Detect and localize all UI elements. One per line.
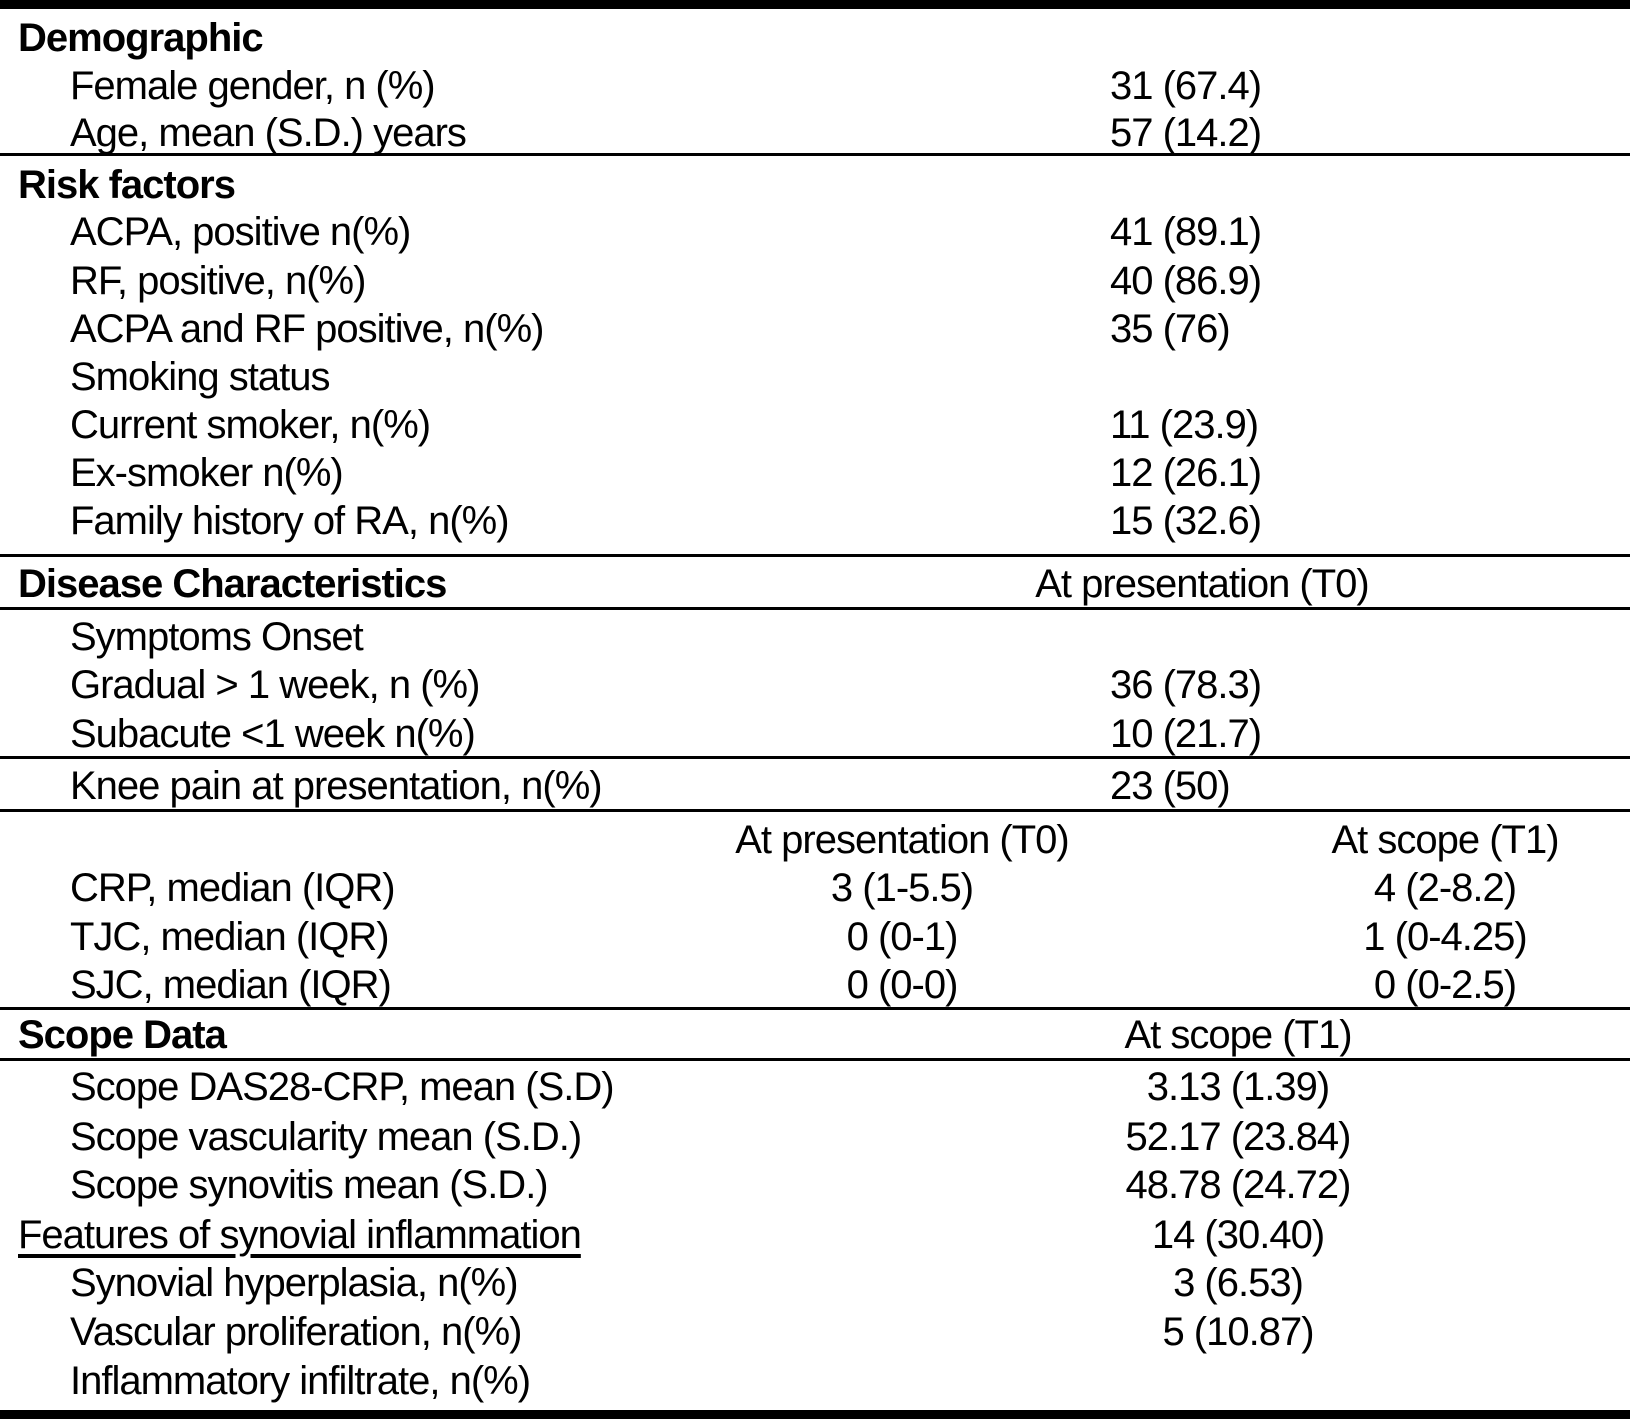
row-label: CRP, median (IQR) <box>70 866 396 910</box>
table-row: RF, positive, n(%) 40 (86.9) <box>0 257 1630 305</box>
row-value-t0: 3 (1-5.5) <box>830 866 974 910</box>
column-header-t0: At presentation (T0) <box>735 818 1069 862</box>
table-row: Female gender, n (%) 31 (67.4) <box>0 62 1630 110</box>
row-label: Smoking status <box>70 355 330 399</box>
column-header-t0: At presentation (T0) <box>1035 562 1369 606</box>
section-header-scope-data: Scope Data At scope (T1) <box>0 1011 1630 1059</box>
row-label: Family history of RA, n(%) <box>70 499 510 543</box>
section-divider <box>0 1007 1630 1010</box>
row-label: RF, positive, n(%) <box>70 259 366 303</box>
row-value: 10 (21.7) <box>1110 712 1262 756</box>
row-value: 48.78 (24.72) <box>1125 1163 1352 1207</box>
table-row: Ex-smoker n(%) 12 (26.1) <box>0 449 1630 497</box>
row-value: 23 (50) <box>1110 764 1231 808</box>
column-header-t1: At scope (T1) <box>1124 1013 1352 1057</box>
section-title: Scope Data <box>18 1013 227 1057</box>
row-label: Knee pain at presentation, n(%) <box>70 764 603 808</box>
row-label: ACPA and RF positive, n(%) <box>70 307 544 351</box>
table-row: SJC, median (IQR) 0 (0-0) 0 (0-2.5) <box>0 961 1630 1009</box>
table-row: Smoking status <box>0 353 1630 401</box>
table-row: CRP, median (IQR) 3 (1-5.5) 4 (2-8.2) <box>0 864 1630 912</box>
section-divider <box>0 809 1630 812</box>
row-label: Subacute <1 week n(%) <box>70 712 476 756</box>
table-row: Symptoms Onset <box>0 613 1630 661</box>
row-label: Scope DAS28-CRP, mean (S.D) <box>70 1065 615 1109</box>
section-divider <box>0 554 1630 557</box>
row-value-t1: 4 (2-8.2) <box>1373 866 1517 910</box>
row-value-t0: 0 (0-1) <box>846 915 959 959</box>
row-label: Synovial hyperplasia, n(%) <box>70 1261 519 1305</box>
section-header-disease-characteristics: Disease Characteristics At presentation … <box>0 560 1630 608</box>
table-row: ACPA and RF positive, n(%) 35 (76) <box>0 305 1630 353</box>
row-value: 57 (14.2) <box>1110 111 1262 155</box>
row-label: Vascular proliferation, n(%) <box>70 1310 522 1354</box>
table-row: TJC, median (IQR) 0 (0-1) 1 (0-4.25) <box>0 913 1630 961</box>
row-value-t0: 0 (0-0) <box>846 963 959 1007</box>
row-value: 40 (86.9) <box>1110 259 1262 303</box>
section-divider <box>0 607 1630 610</box>
table-top-border <box>0 0 1630 9</box>
table-row: Gradual > 1 week, n (%) 36 (78.3) <box>0 661 1630 709</box>
table-row: Vascular proliferation, n(%) 5 (10.87) <box>0 1308 1630 1356</box>
section-divider <box>0 153 1630 156</box>
row-value: 15 (32.6) <box>1110 499 1262 543</box>
row-label: Gradual > 1 week, n (%) <box>70 663 480 707</box>
row-label: Features of synovial inflammation <box>18 1213 582 1257</box>
table-row: ACPA, positive n(%) 41 (89.1) <box>0 208 1630 256</box>
row-value: 41 (89.1) <box>1110 210 1262 254</box>
row-value-t1: 1 (0-4.25) <box>1363 915 1527 959</box>
row-value-t1: 0 (0-2.5) <box>1373 963 1517 1007</box>
row-value: 14 (30.40) <box>1151 1213 1325 1257</box>
row-value: 52.17 (23.84) <box>1125 1115 1352 1159</box>
table-row: Synovial hyperplasia, n(%) 3 (6.53) <box>0 1259 1630 1307</box>
row-label: Ex-smoker n(%) <box>70 451 344 495</box>
column-header-t1: At scope (T1) <box>1331 818 1559 862</box>
row-label: TJC, median (IQR) <box>70 915 390 959</box>
row-label: Current smoker, n(%) <box>70 403 431 447</box>
row-label: Scope vascularity mean (S.D.) <box>70 1115 582 1159</box>
row-label: Scope synovitis mean (S.D.) <box>70 1163 549 1207</box>
section-divider <box>0 756 1630 759</box>
table-row: Scope vascularity mean (S.D.) 52.17 (23.… <box>0 1113 1630 1161</box>
table-bottom-border <box>0 1410 1630 1419</box>
table-row: Family history of RA, n(%) 15 (32.6) <box>0 497 1630 545</box>
table-row: Current smoker, n(%) 11 (23.9) <box>0 401 1630 449</box>
table-row: Knee pain at presentation, n(%) 23 (50) <box>0 762 1630 810</box>
row-label: ACPA, positive n(%) <box>70 210 411 254</box>
row-value: 36 (78.3) <box>1110 663 1262 707</box>
row-value: 3.13 (1.39) <box>1146 1065 1330 1109</box>
row-value: 3 (6.53) <box>1173 1261 1304 1305</box>
column-header-row: At presentation (T0) At scope (T1) <box>0 816 1630 864</box>
row-label: Female gender, n (%) <box>70 64 436 108</box>
table-row: Subacute <1 week n(%) 10 (21.7) <box>0 710 1630 758</box>
section-header-demographic: Demographic <box>0 14 1630 62</box>
row-label: Symptoms Onset <box>70 615 364 659</box>
table-row: Inflammatory infiltrate, n(%) <box>0 1357 1630 1405</box>
row-label: Age, mean (S.D.) years <box>70 111 467 155</box>
row-value: 11 (23.9) <box>1110 403 1259 447</box>
table-row: Scope synovitis mean (S.D.) 48.78 (24.72… <box>0 1161 1630 1209</box>
table-row: Scope DAS28-CRP, mean (S.D) 3.13 (1.39) <box>0 1063 1630 1111</box>
row-value: 12 (26.1) <box>1110 451 1262 495</box>
row-label: Inflammatory infiltrate, n(%) <box>70 1359 531 1403</box>
row-value: 5 (10.87) <box>1162 1310 1314 1354</box>
row-value: 35 (76) <box>1110 307 1231 351</box>
table-row: Age, mean (S.D.) years 57 (14.2) <box>0 109 1630 157</box>
row-value: 31 (67.4) <box>1110 64 1262 108</box>
section-divider <box>0 1058 1630 1061</box>
section-title: Demographic <box>18 16 264 60</box>
section-header-risk-factors: Risk factors <box>0 161 1630 209</box>
row-label: SJC, median (IQR) <box>70 963 392 1007</box>
section-title: Risk factors <box>18 163 236 207</box>
section-title: Disease Characteristics <box>18 562 447 606</box>
table-row-features-of-synovial-inflammation: Features of synovial inflammation 14 (30… <box>0 1211 1630 1259</box>
